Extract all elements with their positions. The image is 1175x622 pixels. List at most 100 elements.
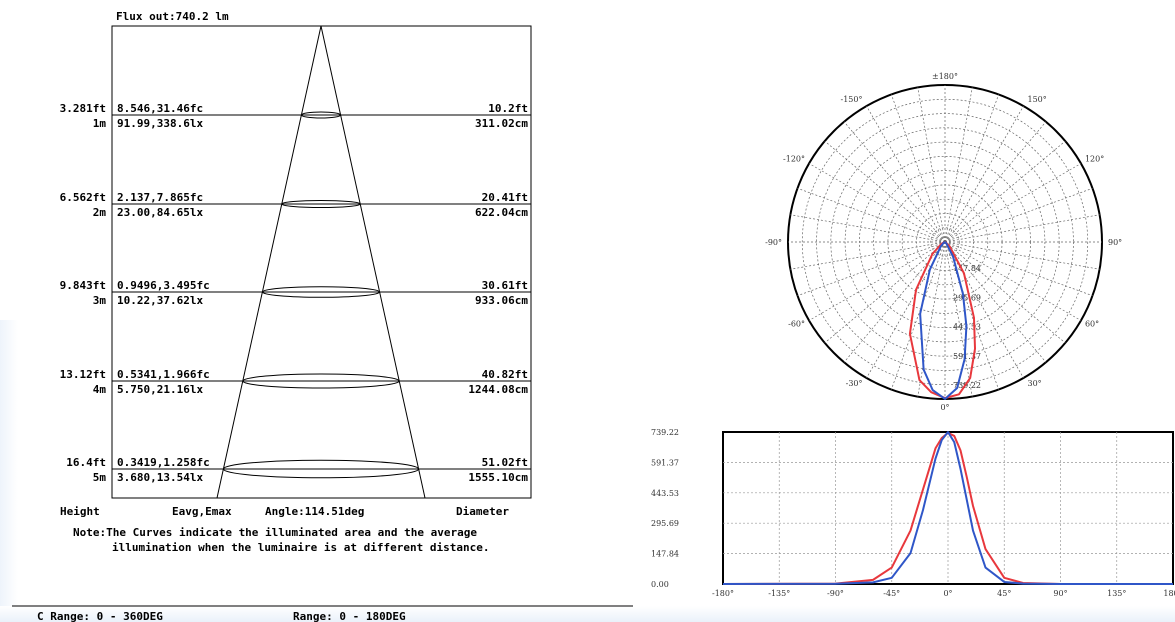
eavg-fc-label: 0.5341,1.966fc xyxy=(117,368,210,381)
polar-spoke xyxy=(790,214,946,243)
height-m-label: 2m xyxy=(93,206,107,219)
height-m-label: 3m xyxy=(93,294,107,307)
polar-angle-label: 0° xyxy=(940,403,949,412)
beam-cone-diagram: Flux out:740.2 lm 3.281ft 1m 8.546,31.46fc… xyxy=(12,10,633,622)
eavg-fc-label: 0.3419,1.258fc xyxy=(117,456,210,469)
polar-intensity-curve xyxy=(919,241,968,400)
height-ft-label: 9.843ft xyxy=(60,279,106,292)
x-tick-label: -180° xyxy=(712,589,734,598)
diameter-ft-label: 30.61ft xyxy=(482,279,528,292)
intensity-curve xyxy=(722,431,1173,585)
x-tick-label: 90° xyxy=(1053,589,1067,598)
illuminated-area-ellipse xyxy=(242,373,400,389)
height-ft-label: 3.281ft xyxy=(60,102,106,115)
footer-diameter: Diameter xyxy=(456,505,509,518)
height-m-label: 5m xyxy=(93,471,107,484)
y-tick-label: 147.84 xyxy=(651,550,679,559)
diameter-cm-label: 1244.08cm xyxy=(468,383,528,396)
diameter-ft-label: 10.2ft xyxy=(488,102,528,115)
range-label: Range: 0 - 180DEG xyxy=(293,610,406,622)
polar-intensity-curve xyxy=(908,241,977,400)
note-line-1: Note:The Curves indicate the illuminated… xyxy=(73,526,477,539)
footer-eavg: Eavg,Emax xyxy=(172,505,232,518)
polar-radial-label: 147.84 xyxy=(953,264,981,273)
polar-angle-label: 30° xyxy=(1028,379,1042,388)
polar-angle-label: 120° xyxy=(1085,155,1104,164)
y-tick-label: 443.53 xyxy=(651,489,679,498)
intensity-curve xyxy=(722,431,1173,585)
x-tick-label: 0° xyxy=(943,589,952,598)
polar-radial-label: 295.69 xyxy=(953,293,981,302)
diameter-cm-label: 311.02cm xyxy=(475,117,528,130)
polar-angle-label: -150° xyxy=(841,95,863,104)
polar-angle-label: -60° xyxy=(788,320,805,329)
polar-ring xyxy=(873,170,1017,314)
illuminated-area-ellipse xyxy=(281,199,361,209)
eavg-fc-label: 0.9496,3.495fc xyxy=(117,279,210,292)
polar-spoke xyxy=(944,187,1093,243)
chart-series xyxy=(722,431,1173,585)
eavg-lx-label: 5.750,21.16lx xyxy=(117,383,203,396)
y-tick-label: 591.37 xyxy=(651,458,679,467)
bottom-edge-shade xyxy=(0,606,1175,622)
polar-spoke xyxy=(797,187,946,243)
height-ft-label: 13.12ft xyxy=(60,368,106,381)
polar-ring xyxy=(844,141,1046,343)
eavg-lx-label: 91.99,338.6lx xyxy=(117,117,203,130)
y-tick-labels: 739.22 591.37 443.53 295.69 147.84 0.00 xyxy=(651,428,679,589)
footer-angle: Angle:114.51deg xyxy=(265,505,364,518)
height-m-label: 4m xyxy=(93,383,107,396)
polar-angle-label: 60° xyxy=(1085,320,1099,329)
diameter-cm-label: 933.06cm xyxy=(475,294,528,307)
c-range-label: C Range: 0 - 360DEG xyxy=(37,610,163,622)
polar-ring xyxy=(901,198,989,286)
polar-ring xyxy=(801,98,1089,386)
polar-angle-label: 150° xyxy=(1028,95,1047,104)
polar-spoke xyxy=(790,241,946,270)
cone-right-edge xyxy=(320,25,426,499)
diameter-ft-label: 51.02ft xyxy=(482,456,528,469)
diameter-cm-label: 622.04cm xyxy=(475,206,528,219)
polar-spoke xyxy=(944,214,1100,243)
illuminated-area-ellipse xyxy=(222,459,420,479)
polar-spoke xyxy=(917,87,946,243)
height-m-label: 1m xyxy=(93,117,107,130)
note-line-2: illumination when the luminaire is at di… xyxy=(112,541,490,554)
polar-angle-label: 90° xyxy=(1108,238,1122,247)
diameter-cm-label: 1555.10cm xyxy=(468,471,528,484)
y-tick-label: 0.00 xyxy=(651,580,669,589)
polar-angle-label: -120° xyxy=(783,155,805,164)
eavg-lx-label: 3.680,13.54lx xyxy=(117,471,203,484)
polar-radial-label: 591.37 xyxy=(953,352,981,361)
x-tick-label: -135° xyxy=(768,589,790,598)
cone-rows: 3.281ft 1m 8.546,31.46fc 91.99,338.6lx 10.2f… xyxy=(60,102,531,484)
polar-angle-label: -90° xyxy=(765,238,782,247)
height-ft-label: 16.4ft xyxy=(66,456,106,469)
polar-angle-label: -30° xyxy=(846,379,863,388)
eavg-lx-label: 23.00,84.65lx xyxy=(117,206,203,219)
x-tick-label: -45° xyxy=(883,589,900,598)
polar-radial-label: 739.22 xyxy=(953,381,981,390)
y-tick-label: 295.69 xyxy=(651,519,679,528)
diameter-ft-label: 40.82ft xyxy=(482,368,528,381)
eavg-lx-label: 10.22,37.62lx xyxy=(117,294,203,307)
x-tick-label: 45° xyxy=(997,589,1011,598)
x-tick-label: -90° xyxy=(827,589,844,598)
illuminated-area-ellipse xyxy=(300,111,342,119)
illuminated-area-ellipse xyxy=(261,286,381,298)
left-edge-shade xyxy=(0,320,18,622)
cone-left-edge xyxy=(216,25,322,499)
cone-frame xyxy=(111,25,532,499)
x-tick-labels: -180° -135° -90° -45° 0° 45° 90° 135° 180° xyxy=(712,589,1175,598)
diameter-ft-label: 20.41ft xyxy=(482,191,528,204)
polar-angle-label: ±180° xyxy=(932,72,958,81)
polar-intensity-diagram: ±180° -150° 150° -120° 120° -90° 90° -60° 60° -30… xyxy=(765,72,1122,412)
height-ft-label: 6.562ft xyxy=(60,191,106,204)
polar-spoke xyxy=(944,87,973,243)
y-tick-label: 739.22 xyxy=(651,428,679,437)
eavg-fc-label: 8.546,31.46fc xyxy=(117,102,203,115)
polar-ring xyxy=(830,127,1060,357)
footer-height: Height xyxy=(60,505,100,518)
linear-intensity-chart: 739.22 591.37 443.53 295.69 147.84 0.00 -180°… xyxy=(651,428,1175,598)
